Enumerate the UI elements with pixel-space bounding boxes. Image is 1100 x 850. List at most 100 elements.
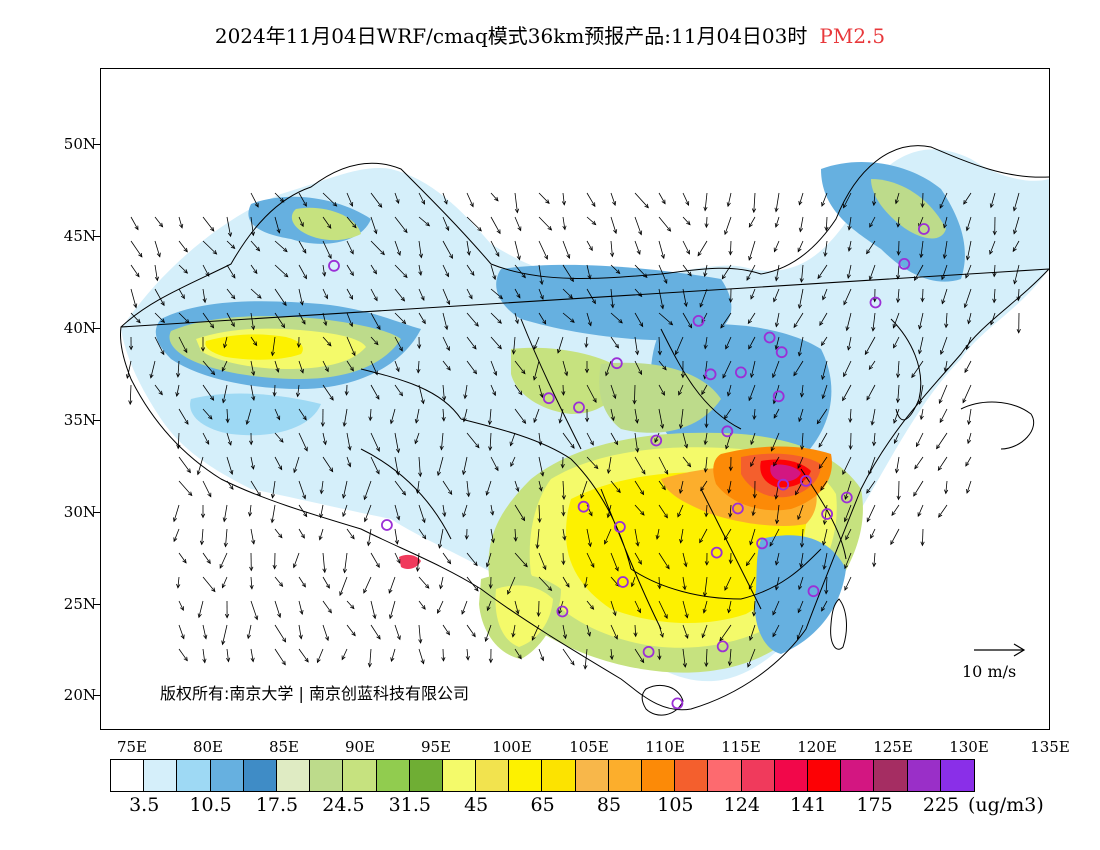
wind-vector: [822, 288, 828, 301]
wind-vector: [202, 360, 216, 376]
wind-vector: [202, 312, 215, 329]
wind-vector: [752, 408, 757, 421]
wind-vector: [224, 600, 230, 619]
wind-vector: [394, 528, 399, 545]
wind-vector: [610, 192, 617, 206]
wind-vector: [176, 432, 181, 450]
wind-vector: [821, 360, 828, 381]
wind-vector: [585, 408, 590, 423]
wind-vector: [418, 624, 423, 644]
pm25-area-blue: [754, 535, 846, 654]
wind-vector: [514, 480, 520, 493]
wind-vector: [538, 552, 547, 571]
colorbar-tick-label: 31.5: [388, 794, 431, 816]
wind-vector: [634, 504, 645, 516]
colorbar-swatch: [807, 760, 842, 791]
wind-vector: [843, 288, 852, 306]
wind-vector: [798, 576, 804, 591]
wind-vector: [678, 384, 684, 396]
site-marker: [763, 331, 776, 344]
wind-vector: [750, 456, 756, 468]
wind-vector: [514, 216, 522, 232]
wind-vector: [511, 336, 516, 355]
wind-vector: [322, 264, 327, 277]
colorbar-swatch: [276, 760, 311, 791]
wind-vector: [274, 192, 285, 203]
wind-vector: [610, 312, 623, 324]
wind-vector: [919, 408, 924, 421]
wind-vector: [538, 288, 544, 301]
wind-vector: [462, 504, 468, 518]
lat-label-25n: 25N: [63, 595, 96, 613]
wind-vector: [658, 408, 665, 430]
wind-vector: [394, 336, 403, 352]
wind-vector: [154, 264, 159, 282]
wind-vector: [175, 384, 180, 398]
wind-vector: [992, 216, 997, 236]
colorbar-tick-label: 3.5: [129, 794, 160, 816]
wind-vector: [418, 288, 425, 301]
wind-vector: [703, 456, 708, 473]
wind-vector: [322, 216, 332, 229]
wind-vector: [558, 408, 564, 424]
wind-vector: [818, 456, 828, 470]
wind-vector: [844, 480, 852, 500]
wind-vector: [462, 408, 468, 423]
wind-vector: [346, 528, 355, 540]
wind-vector: [368, 408, 373, 422]
wind-vector: [586, 216, 597, 226]
site-marker: [800, 474, 812, 487]
wind-vector: [797, 504, 804, 521]
wind-vector: [178, 408, 189, 425]
wind-vector: [868, 264, 876, 281]
wind-vector: [538, 480, 543, 492]
wind-vector: [1013, 264, 1020, 285]
wind-vector: [490, 216, 501, 235]
korea-coast: [890, 318, 922, 421]
wind-vector: [196, 456, 204, 476]
wind-vector: [678, 480, 684, 494]
wind-vector: [316, 648, 324, 664]
wind-vector: [680, 360, 685, 379]
wind-vector: [178, 240, 188, 253]
pm25-area-green: [871, 179, 946, 239]
wind-vector: [298, 528, 305, 539]
wind-vector: [775, 504, 780, 525]
wind-vector: [728, 288, 733, 304]
wind-vector: [920, 288, 925, 303]
wind-vector: [418, 192, 426, 205]
wind-vector: [606, 456, 612, 475]
wind-vector: [1016, 312, 1021, 334]
wind-vector: [199, 528, 205, 546]
wind-vector: [346, 240, 354, 255]
wind-vector: [748, 240, 756, 261]
wind-vector: [774, 576, 780, 591]
wind-vector: [226, 456, 234, 475]
site-marker: [898, 257, 911, 270]
wind-vector: [533, 336, 540, 350]
wind-vector: [418, 264, 423, 277]
wind-vector: [722, 360, 732, 379]
wind-vector: [704, 552, 709, 566]
wind-vector: [320, 408, 325, 428]
wind-vector: [562, 528, 567, 541]
wind-vector: [246, 624, 252, 640]
wind-vector: [842, 456, 852, 476]
site-marker: [807, 585, 820, 598]
wind-vector: [537, 504, 542, 524]
wind-vector: [249, 552, 254, 572]
wind-vector: [750, 360, 756, 379]
wind-vector: [773, 408, 780, 419]
wind-vector: [490, 336, 502, 350]
colorbar-swatch: [575, 760, 609, 791]
wind-vector: [274, 360, 280, 373]
wind-vector: [538, 432, 543, 446]
wind-vector: [774, 216, 780, 228]
wind-vector: [339, 576, 348, 597]
wind-vector: [370, 240, 385, 256]
wind-vector: [363, 480, 372, 501]
wind-vector: [774, 552, 780, 566]
copyright-text: 版权所有:南京大学 | 南京创蓝科技有限公司: [160, 684, 469, 703]
wind-vector: [226, 480, 234, 490]
colorbar-swatch: [874, 760, 908, 791]
